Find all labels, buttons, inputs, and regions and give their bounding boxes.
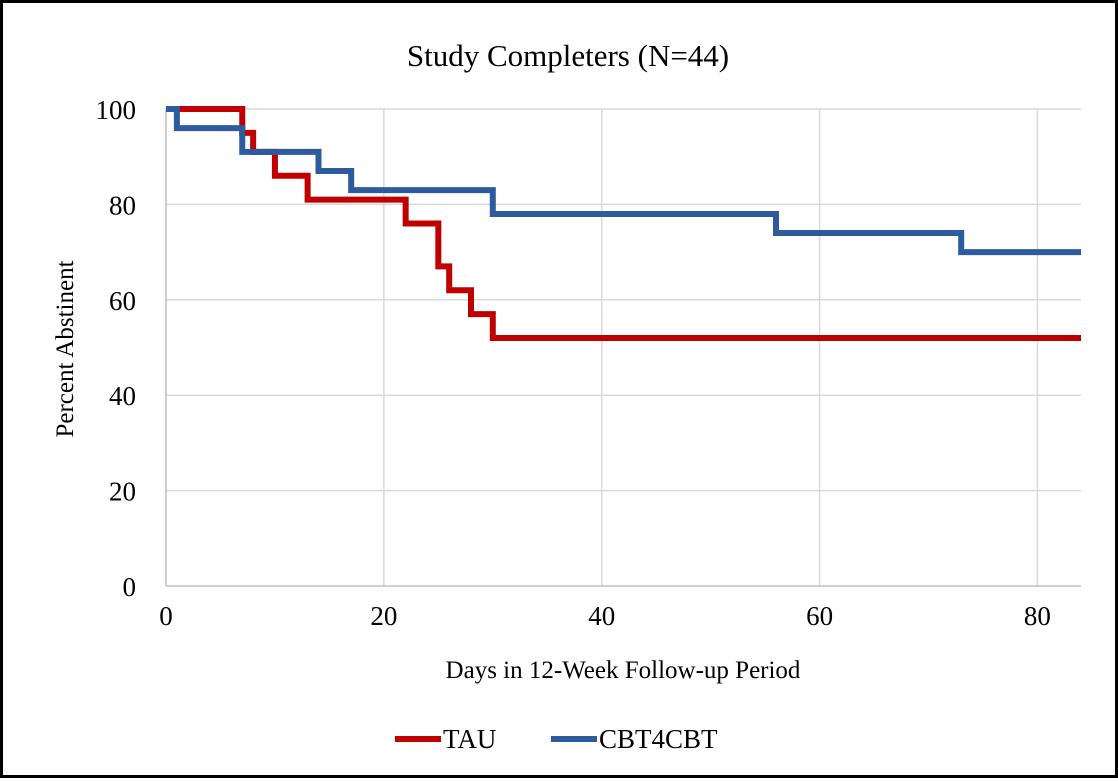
tick-labels: 0 20 40 60 80 100 0 20 40 60 80 bbox=[96, 95, 1051, 631]
y-axis-label: Percent Abstinent bbox=[52, 260, 79, 437]
survival-chart: 0 20 40 60 80 100 0 20 40 60 80 Study Completers (… bbox=[52, 38, 1081, 754]
series-line-cbt4cbt bbox=[166, 106, 1081, 256]
legend: TAU CBT4CBT bbox=[395, 724, 718, 754]
y-tick-label: 80 bbox=[109, 190, 136, 220]
chart-title: Study Completers (N=44) bbox=[407, 38, 729, 73]
x-tick-label: 80 bbox=[1024, 601, 1051, 631]
gridlines bbox=[166, 108, 1081, 586]
y-tick-label: 40 bbox=[109, 381, 136, 411]
y-tick-label: 60 bbox=[109, 286, 136, 316]
y-tick-label: 0 bbox=[123, 572, 137, 602]
x-tick-label: 60 bbox=[806, 601, 833, 631]
y-tick-label: 100 bbox=[96, 95, 137, 125]
axes bbox=[165, 109, 1081, 587]
legend-label-cbt4cbt: CBT4CBT bbox=[599, 724, 718, 754]
x-tick-label: 40 bbox=[588, 601, 615, 631]
series-line-tau bbox=[166, 106, 1081, 341]
legend-label-tau: TAU bbox=[443, 724, 496, 754]
y-tick-label: 20 bbox=[109, 477, 136, 507]
x-tick-label: 20 bbox=[370, 601, 397, 631]
x-axis-label: Days in 12-Week Follow-up Period bbox=[446, 657, 801, 684]
series-lines bbox=[166, 106, 1081, 341]
x-tick-label: 0 bbox=[159, 601, 173, 631]
